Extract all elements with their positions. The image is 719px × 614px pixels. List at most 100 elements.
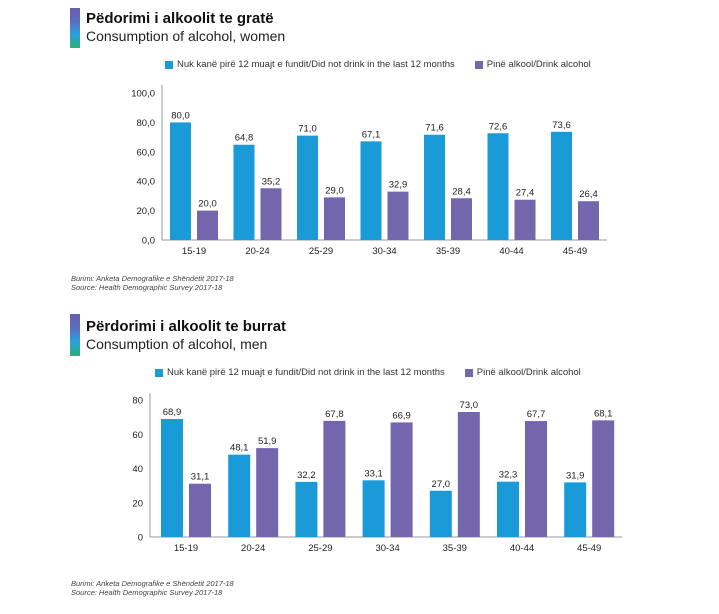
x-tick-label: 40-44 bbox=[510, 543, 534, 554]
legend-swatch-drink bbox=[464, 368, 473, 377]
data-label: 80,0 bbox=[171, 110, 190, 121]
bar-not-drink bbox=[161, 419, 183, 537]
bar-not-drink bbox=[297, 135, 318, 240]
legend-item-not-drink: Nuk kanë pirë 12 muajt e fundit/Did not … bbox=[155, 367, 445, 378]
bar-not-drink bbox=[360, 141, 382, 240]
bar-not-drink bbox=[228, 454, 251, 537]
data-label: 71,0 bbox=[298, 124, 317, 135]
bar-not-drink bbox=[233, 144, 255, 240]
bar-drink bbox=[525, 421, 547, 537]
y-tick-label: 60,0 bbox=[137, 147, 156, 158]
data-label: 72,6 bbox=[489, 121, 508, 132]
men-chart-source: Burimi: Anketa Demografike e Shëndetit 2… bbox=[71, 579, 234, 597]
bar-drink bbox=[260, 188, 282, 240]
x-tick-label: 20-24 bbox=[241, 543, 265, 554]
data-label: 73,0 bbox=[460, 400, 479, 411]
bar-drink bbox=[387, 191, 409, 240]
bar-drink bbox=[514, 199, 536, 240]
source-line-english: Source: Health Demographic Survey 2017-1… bbox=[71, 283, 223, 292]
data-label: 48,1 bbox=[230, 443, 249, 454]
data-label: 27,4 bbox=[516, 188, 535, 199]
bar-not-drink bbox=[424, 134, 445, 240]
data-label: 66,9 bbox=[392, 410, 411, 421]
data-label: 67,7 bbox=[527, 409, 546, 420]
bar-drink bbox=[578, 201, 599, 240]
y-tick-label: 80,0 bbox=[137, 118, 156, 129]
legend-label-drink: Pinë alkool/Drink alcohol bbox=[476, 367, 581, 378]
men-chart-subtitle: Consumption of alcohol, men bbox=[86, 336, 268, 352]
bar-not-drink bbox=[497, 481, 519, 537]
x-tick-label: 30-34 bbox=[372, 246, 396, 257]
legend-label-drink: Pinë alkool/Drink alcohol bbox=[486, 59, 591, 70]
x-tick-label: 35-39 bbox=[443, 543, 467, 554]
x-tick-label: 15-19 bbox=[182, 246, 206, 257]
source-line-english: Source: Health Demographic Survey 2017-1… bbox=[71, 588, 223, 597]
data-label: 71,6 bbox=[425, 123, 444, 134]
x-tick-label: 45-49 bbox=[563, 246, 587, 257]
data-label: 64,8 bbox=[235, 133, 254, 144]
y-tick-label: 0,0 bbox=[142, 236, 155, 247]
women-chart-source: Burimi: Anketa Demografike e Shëndetit 2… bbox=[71, 274, 234, 292]
source-line-albanian: Burimi: Anketa Demografike e Shëndetit 2… bbox=[71, 579, 234, 588]
women-chart-accent-bar bbox=[70, 8, 80, 48]
y-tick-label: 100,0 bbox=[131, 89, 155, 100]
legend-item-drink: Pinë alkool/Drink alcohol bbox=[474, 59, 591, 70]
data-label: 32,9 bbox=[389, 180, 408, 191]
data-label: 27,0 bbox=[432, 479, 451, 490]
x-tick-label: 25-29 bbox=[309, 246, 333, 257]
bar-drink bbox=[592, 420, 615, 537]
y-tick-label: 20,0 bbox=[137, 206, 156, 217]
data-label: 31,9 bbox=[566, 470, 585, 481]
men-chart-legend: Nuk kanë pirë 12 muajt e fundit/Did not … bbox=[155, 367, 601, 378]
x-tick-label: 40-44 bbox=[499, 246, 523, 257]
legend-label-not-drink: Nuk kanë pirë 12 muajt e fundit/Did not … bbox=[167, 367, 445, 378]
data-label: 31,1 bbox=[191, 472, 210, 483]
bar-not-drink bbox=[362, 480, 385, 537]
data-label: 35,2 bbox=[262, 176, 281, 187]
data-label: 68,1 bbox=[594, 408, 613, 419]
x-tick-label: 25-29 bbox=[308, 543, 332, 554]
bar-not-drink bbox=[170, 122, 191, 240]
data-label: 26,4 bbox=[579, 189, 598, 200]
data-label: 32,3 bbox=[499, 470, 518, 481]
data-label: 28,4 bbox=[452, 186, 471, 197]
x-tick-label: 15-19 bbox=[174, 543, 198, 554]
y-tick-label: 60 bbox=[132, 430, 143, 441]
legend-label-not-drink: Nuk kanë pirë 12 muajt e fundit/Did not … bbox=[177, 59, 455, 70]
x-tick-label: 30-34 bbox=[375, 543, 399, 554]
women-chart-title: Pëdorimi i alkoolit te gratë bbox=[86, 10, 274, 27]
x-tick-label: 35-39 bbox=[436, 246, 460, 257]
data-label: 67,1 bbox=[362, 129, 381, 140]
x-tick-label: 20-24 bbox=[245, 246, 269, 257]
bar-drink bbox=[197, 210, 218, 240]
men-chart-accent-bar bbox=[70, 314, 80, 356]
data-label: 51,9 bbox=[258, 436, 277, 447]
bar-not-drink bbox=[487, 133, 509, 240]
data-label: 73,6 bbox=[552, 120, 571, 131]
bar-drink bbox=[457, 411, 480, 537]
y-tick-label: 0 bbox=[138, 533, 143, 544]
y-tick-label: 20 bbox=[132, 498, 143, 509]
y-tick-label: 80 bbox=[132, 396, 143, 407]
men-chart-title: Përdorimi i alkoolit te burrat bbox=[86, 318, 287, 335]
women-chart-subtitle: Consumption of alcohol, women bbox=[86, 28, 286, 44]
bar-drink bbox=[256, 448, 279, 537]
source-line-albanian: Burimi: Anketa Demografike e Shëndetit 2… bbox=[71, 274, 234, 283]
legend-swatch-not-drink bbox=[155, 368, 163, 377]
bar-drink bbox=[451, 198, 472, 240]
bar-drink bbox=[323, 420, 346, 537]
legend-swatch-drink bbox=[474, 60, 483, 69]
y-tick-label: 40 bbox=[132, 464, 143, 475]
data-label: 32,2 bbox=[297, 470, 316, 481]
x-tick-label: 45-49 bbox=[577, 543, 601, 554]
bar-not-drink bbox=[295, 481, 318, 537]
bar-not-drink bbox=[429, 490, 452, 537]
women-chart-legend: Nuk kanë pirë 12 muajt e fundit/Did not … bbox=[165, 59, 611, 70]
y-tick-label: 40,0 bbox=[137, 177, 156, 188]
data-label: 68,9 bbox=[163, 407, 182, 418]
data-label: 20,0 bbox=[198, 199, 217, 210]
data-label: 29,0 bbox=[325, 185, 344, 196]
legend-item-drink: Pinë alkool/Drink alcohol bbox=[464, 367, 581, 378]
